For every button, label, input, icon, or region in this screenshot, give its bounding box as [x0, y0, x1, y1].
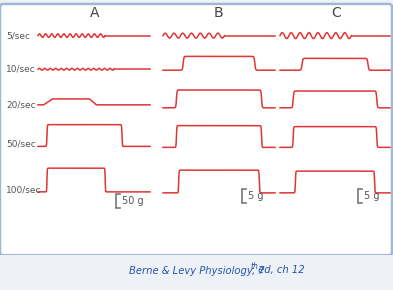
- Text: Berne & Levy Physiology, 7: Berne & Levy Physiology, 7: [129, 266, 264, 275]
- Text: 100/sec: 100/sec: [6, 185, 42, 194]
- Text: ed, ch 12: ed, ch 12: [255, 266, 304, 275]
- Text: 20/sec: 20/sec: [6, 100, 36, 109]
- Text: 5 g: 5 g: [364, 191, 380, 201]
- Text: th: th: [251, 262, 259, 271]
- Text: 10/sec: 10/sec: [6, 65, 36, 74]
- Text: 5 g: 5 g: [248, 191, 263, 201]
- Text: 50 g: 50 g: [122, 196, 143, 206]
- Text: B: B: [213, 6, 223, 20]
- Text: 50/sec: 50/sec: [6, 140, 36, 149]
- FancyBboxPatch shape: [0, 4, 392, 255]
- Text: A: A: [90, 6, 100, 20]
- Text: 5/sec: 5/sec: [6, 31, 30, 40]
- Text: C: C: [331, 6, 341, 20]
